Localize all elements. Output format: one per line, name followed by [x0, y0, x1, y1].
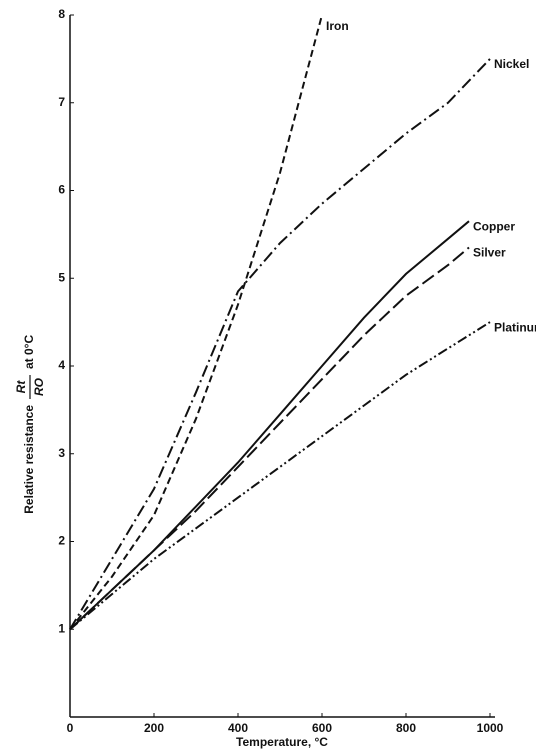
series-line [70, 59, 490, 629]
series-label: Platinum [494, 320, 536, 334]
series-label: Nickel [494, 57, 529, 71]
y-tick-label: 4 [58, 358, 65, 372]
chart: Temperature, °C Relative resistance Rt R… [0, 0, 536, 751]
series-line [70, 221, 469, 629]
x-axis-label: Temperature, °C [236, 735, 328, 749]
x-tick-label: 400 [228, 721, 248, 735]
y-axis-label: Relative resistance Rt RO at 0°C [14, 335, 46, 514]
y-tick-label: 5 [58, 270, 65, 284]
y-tick-label: 2 [58, 534, 65, 548]
series-label: Copper [473, 219, 515, 233]
x-tick-label: 0 [67, 721, 74, 735]
y-axis-label-text: Relative resistance [22, 405, 36, 514]
x-tick-label: 600 [312, 721, 332, 735]
y-tick-label: 8 [58, 7, 65, 21]
y-tick-label: 6 [58, 183, 65, 197]
y-axis-label-denominator: RO [32, 377, 46, 396]
y-tick-label: 1 [58, 621, 65, 635]
series-label: Silver [473, 246, 506, 260]
series-line [70, 322, 490, 629]
y-axis-label-numerator: Rt [14, 380, 28, 394]
y-tick-label: 7 [58, 95, 65, 109]
y-axis-label-suffix: at 0°C [22, 335, 36, 369]
series-line [70, 15, 322, 629]
series-line [70, 248, 469, 630]
x-tick-label: 800 [396, 721, 416, 735]
series-label: Iron [326, 19, 349, 33]
x-tick-label: 1000 [477, 721, 504, 735]
x-tick-label: 200 [144, 721, 164, 735]
y-tick-label: 3 [58, 446, 65, 460]
